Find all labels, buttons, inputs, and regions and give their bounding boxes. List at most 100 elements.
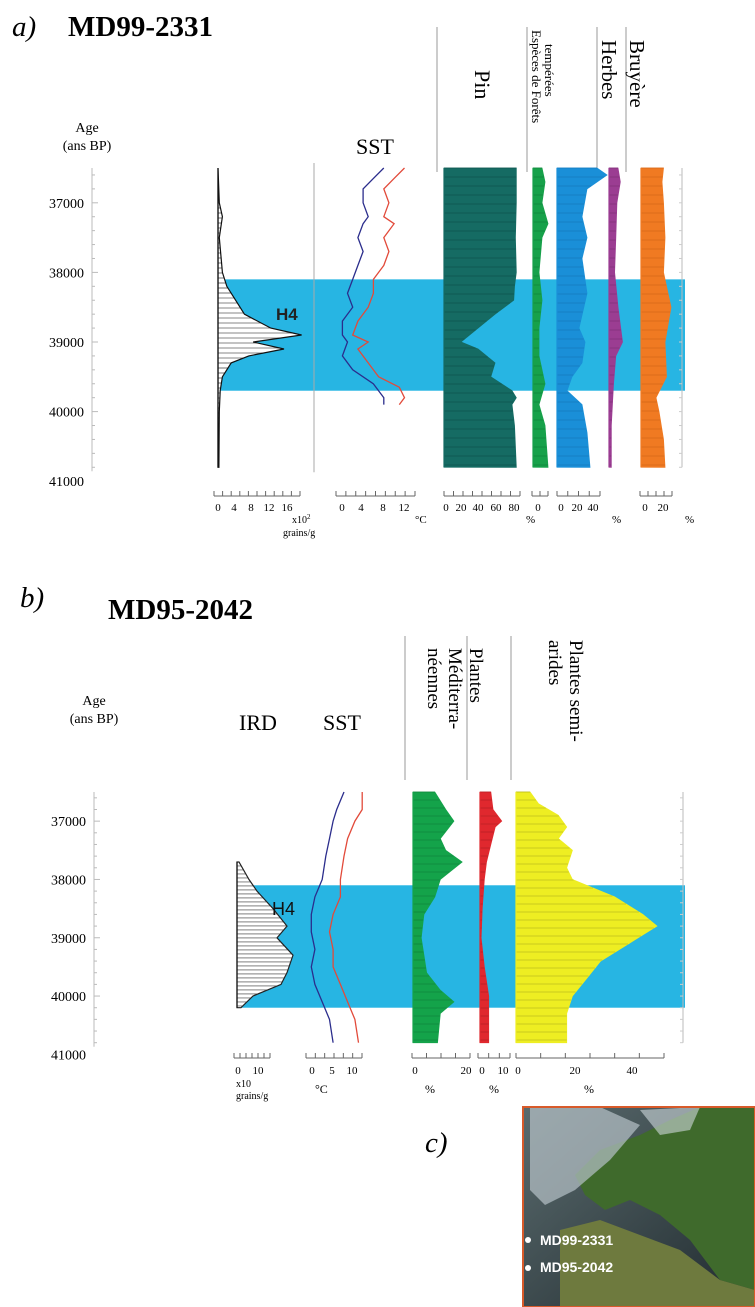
age-tick-label: 39000 [51, 932, 86, 947]
panel-b-bottom-scales: 0 10 x10 grains/g 0 5 10 °C 0 20 % 0 10 … [235, 1065, 638, 1102]
pin-tick-40: 40 [473, 502, 485, 514]
b-med-unit: % [425, 1082, 435, 1096]
site-marker-md95 [525, 1265, 531, 1271]
b-sst-unit: °C [315, 1082, 328, 1096]
b-med-tick-0: 0 [412, 1065, 418, 1077]
satellite-image [522, 1106, 755, 1307]
age-axis: 37000 38000 39000 40000 41000 [51, 792, 100, 1063]
panel-b-semi-header-1: Plantes semi- [565, 640, 586, 742]
panel-b-med-header-3: néennes [423, 648, 444, 709]
herbes-tick-0: 0 [558, 502, 564, 514]
sst-unit: °C [415, 514, 427, 526]
ird-tick-0: 0 [215, 502, 221, 514]
pin-tick-0: 0 [443, 502, 449, 514]
b-semi-tick-20: 20 [570, 1065, 582, 1077]
ird-unit-2: grains/g [283, 528, 315, 539]
panel-a-header-temperate-1: Espèces de Forêts [529, 30, 544, 123]
sst-red-line [351, 167, 406, 405]
pin-tick-60: 60 [491, 502, 503, 514]
panel-b-ird-header: IRD [239, 710, 277, 735]
b-semi-tick-40: 40 [627, 1065, 639, 1077]
panel-c-letter: c) [425, 1127, 448, 1159]
panel-b-header-dividers [404, 636, 512, 780]
herbes-unit: % [612, 514, 621, 526]
panel-a-header-temperate-2: tempérées [542, 44, 557, 97]
panel-a-bottom-scales: 0 4 8 12 16 x102 grains/g 0 4 8 12 °C 0 … [215, 502, 694, 539]
panel-c: c) MD99-2331 MD95-2042 [425, 1106, 755, 1307]
series-grasses [556, 167, 608, 468]
pin-tick-80: 80 [509, 502, 521, 514]
ird-tick-12: 12 [264, 502, 275, 514]
scale-pin [443, 491, 521, 497]
series-temperate-forest [532, 167, 549, 468]
pin-area [443, 167, 517, 468]
red-taxon-area [479, 791, 503, 1044]
age-tick-label: 40000 [51, 990, 86, 1005]
scale-sst [335, 491, 416, 497]
b-red-tick-10: 10 [498, 1065, 510, 1077]
age-tick-label: 40000 [49, 406, 84, 421]
b-ird-unit-2: grains/g [236, 1091, 268, 1102]
age-tick-label: 41000 [51, 1048, 86, 1063]
bruyere-tick-20: 20 [658, 502, 670, 514]
b-semi-unit: % [584, 1082, 594, 1096]
age-axis: 37000 38000 39000 40000 41000 [49, 168, 98, 490]
panel-b-sst-header: SST [323, 710, 361, 735]
b-sst-tick-10: 10 [347, 1065, 359, 1077]
scale-temperate [531, 491, 549, 497]
panel-b-letter: b) [20, 582, 44, 614]
herbs-area [608, 167, 623, 468]
semi-arid-area [515, 791, 658, 1044]
series-pin [443, 167, 517, 468]
scale-red [477, 1053, 511, 1059]
panel-b-event-label: H4 [272, 899, 295, 919]
panel-a-header-pin: Pin [470, 70, 495, 99]
panel-a-core-title: MD99-2331 [68, 11, 213, 43]
series-herbs [608, 167, 623, 468]
panel-b-med-header-2: Méditerra- [444, 648, 465, 729]
scale-bruyere [639, 491, 673, 497]
sst-tick-4: 4 [358, 502, 364, 514]
scale-ird [213, 491, 301, 497]
temperate-tick-0: 0 [535, 502, 541, 514]
age-tick-label: 39000 [49, 336, 84, 351]
panel-a: a) MD99-2331 Age (ans BP) SST Pin Espèce… [12, 11, 694, 539]
sst-red-line [328, 792, 363, 1043]
pin-tick-20: 20 [456, 502, 468, 514]
ird-unit: x102 [292, 513, 311, 526]
panel-a-header-dividers [436, 27, 627, 172]
scale-herbes [556, 491, 601, 497]
mediterranean-area [412, 791, 463, 1044]
series-mediterranean [412, 791, 463, 1044]
b-red-unit: % [489, 1082, 499, 1096]
panel-b-plot: 37000 38000 39000 40000 41000 [51, 791, 685, 1063]
pin-unit: % [526, 514, 535, 526]
age-tick-label: 38000 [51, 873, 86, 888]
series-ird [236, 861, 294, 1009]
sst-blue-line [310, 791, 345, 1043]
b-sst-tick-0: 0 [309, 1065, 315, 1077]
series-sst-red [351, 167, 406, 405]
sst-tick-8: 8 [380, 502, 386, 514]
panel-a-age-label-1: Age [75, 121, 98, 136]
series-heath [640, 167, 672, 468]
panel-a-header-bruyere: Bruyère [625, 40, 649, 108]
b-ird-tick-10: 10 [253, 1065, 265, 1077]
panel-b-semi-header-2: arides [544, 640, 565, 685]
b-ird-unit: x10 [236, 1079, 251, 1090]
panel-b-core-title: MD95-2042 [108, 594, 253, 626]
panel-b-age-label-2: (ans BP) [70, 712, 119, 727]
sst-blue-line [341, 167, 385, 405]
bruyere-unit: % [685, 514, 694, 526]
site-marker-md99 [525, 1237, 531, 1243]
grasses-area [556, 167, 608, 468]
panel-a-age-label-2: (ans BP) [63, 139, 112, 154]
scale-ird [233, 1053, 271, 1059]
b-ird-tick-0: 0 [235, 1065, 241, 1077]
scale-semi [515, 1053, 665, 1059]
ird-tick-8: 8 [248, 502, 254, 514]
series-ird [217, 167, 302, 468]
sst-tick-12: 12 [399, 502, 410, 514]
herbes-tick-40: 40 [588, 502, 600, 514]
panel-a-plot: 37000 38000 39000 40000 41000 [49, 163, 685, 497]
